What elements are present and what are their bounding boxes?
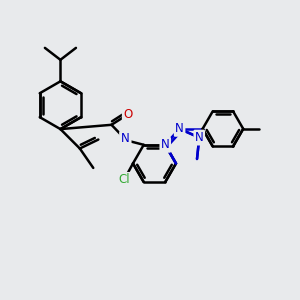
Text: Cl: Cl [118, 173, 130, 186]
Text: N: N [161, 138, 170, 151]
Text: N: N [175, 122, 184, 135]
Text: N: N [121, 132, 129, 145]
Text: H: H [122, 135, 130, 145]
Text: N: N [195, 131, 204, 144]
Text: O: O [123, 108, 133, 121]
